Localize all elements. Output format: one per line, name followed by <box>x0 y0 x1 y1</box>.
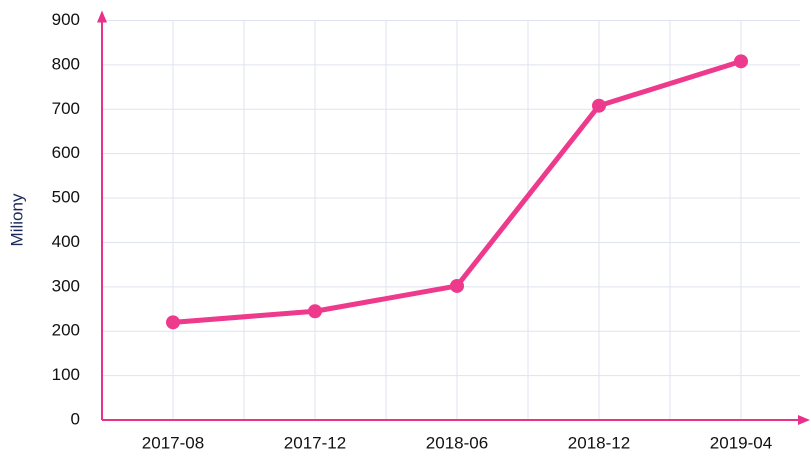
y-tick-label: 400 <box>52 232 80 251</box>
y-tick-label: 100 <box>52 365 80 384</box>
point <box>734 54 748 69</box>
y-tick-label: 500 <box>52 188 80 207</box>
y-tick-label: 200 <box>52 321 80 340</box>
x-tick-label: 2019-04 <box>710 433 772 452</box>
point <box>308 304 322 319</box>
point <box>592 98 606 113</box>
x-axis-arrow <box>798 415 810 425</box>
x-tick-label: 2018-12 <box>568 433 630 452</box>
x-tick-label: 2017-12 <box>284 433 346 452</box>
x-tick-label: 2018-06 <box>426 433 488 452</box>
x-tick-label: 2017-08 <box>142 433 204 452</box>
y-tick-label: 700 <box>52 99 80 118</box>
point <box>166 315 180 330</box>
grid <box>102 20 800 421</box>
y-tick-label: 600 <box>52 143 80 162</box>
y-tick-label: 800 <box>52 54 80 73</box>
point <box>450 278 464 293</box>
y-axis-arrow <box>97 10 107 23</box>
y-axis-label: Miliony <box>7 193 26 246</box>
y-tick-label: 300 <box>52 276 80 295</box>
y-tick-label: 900 <box>52 10 80 29</box>
y-tick-label: 0 <box>71 409 80 428</box>
